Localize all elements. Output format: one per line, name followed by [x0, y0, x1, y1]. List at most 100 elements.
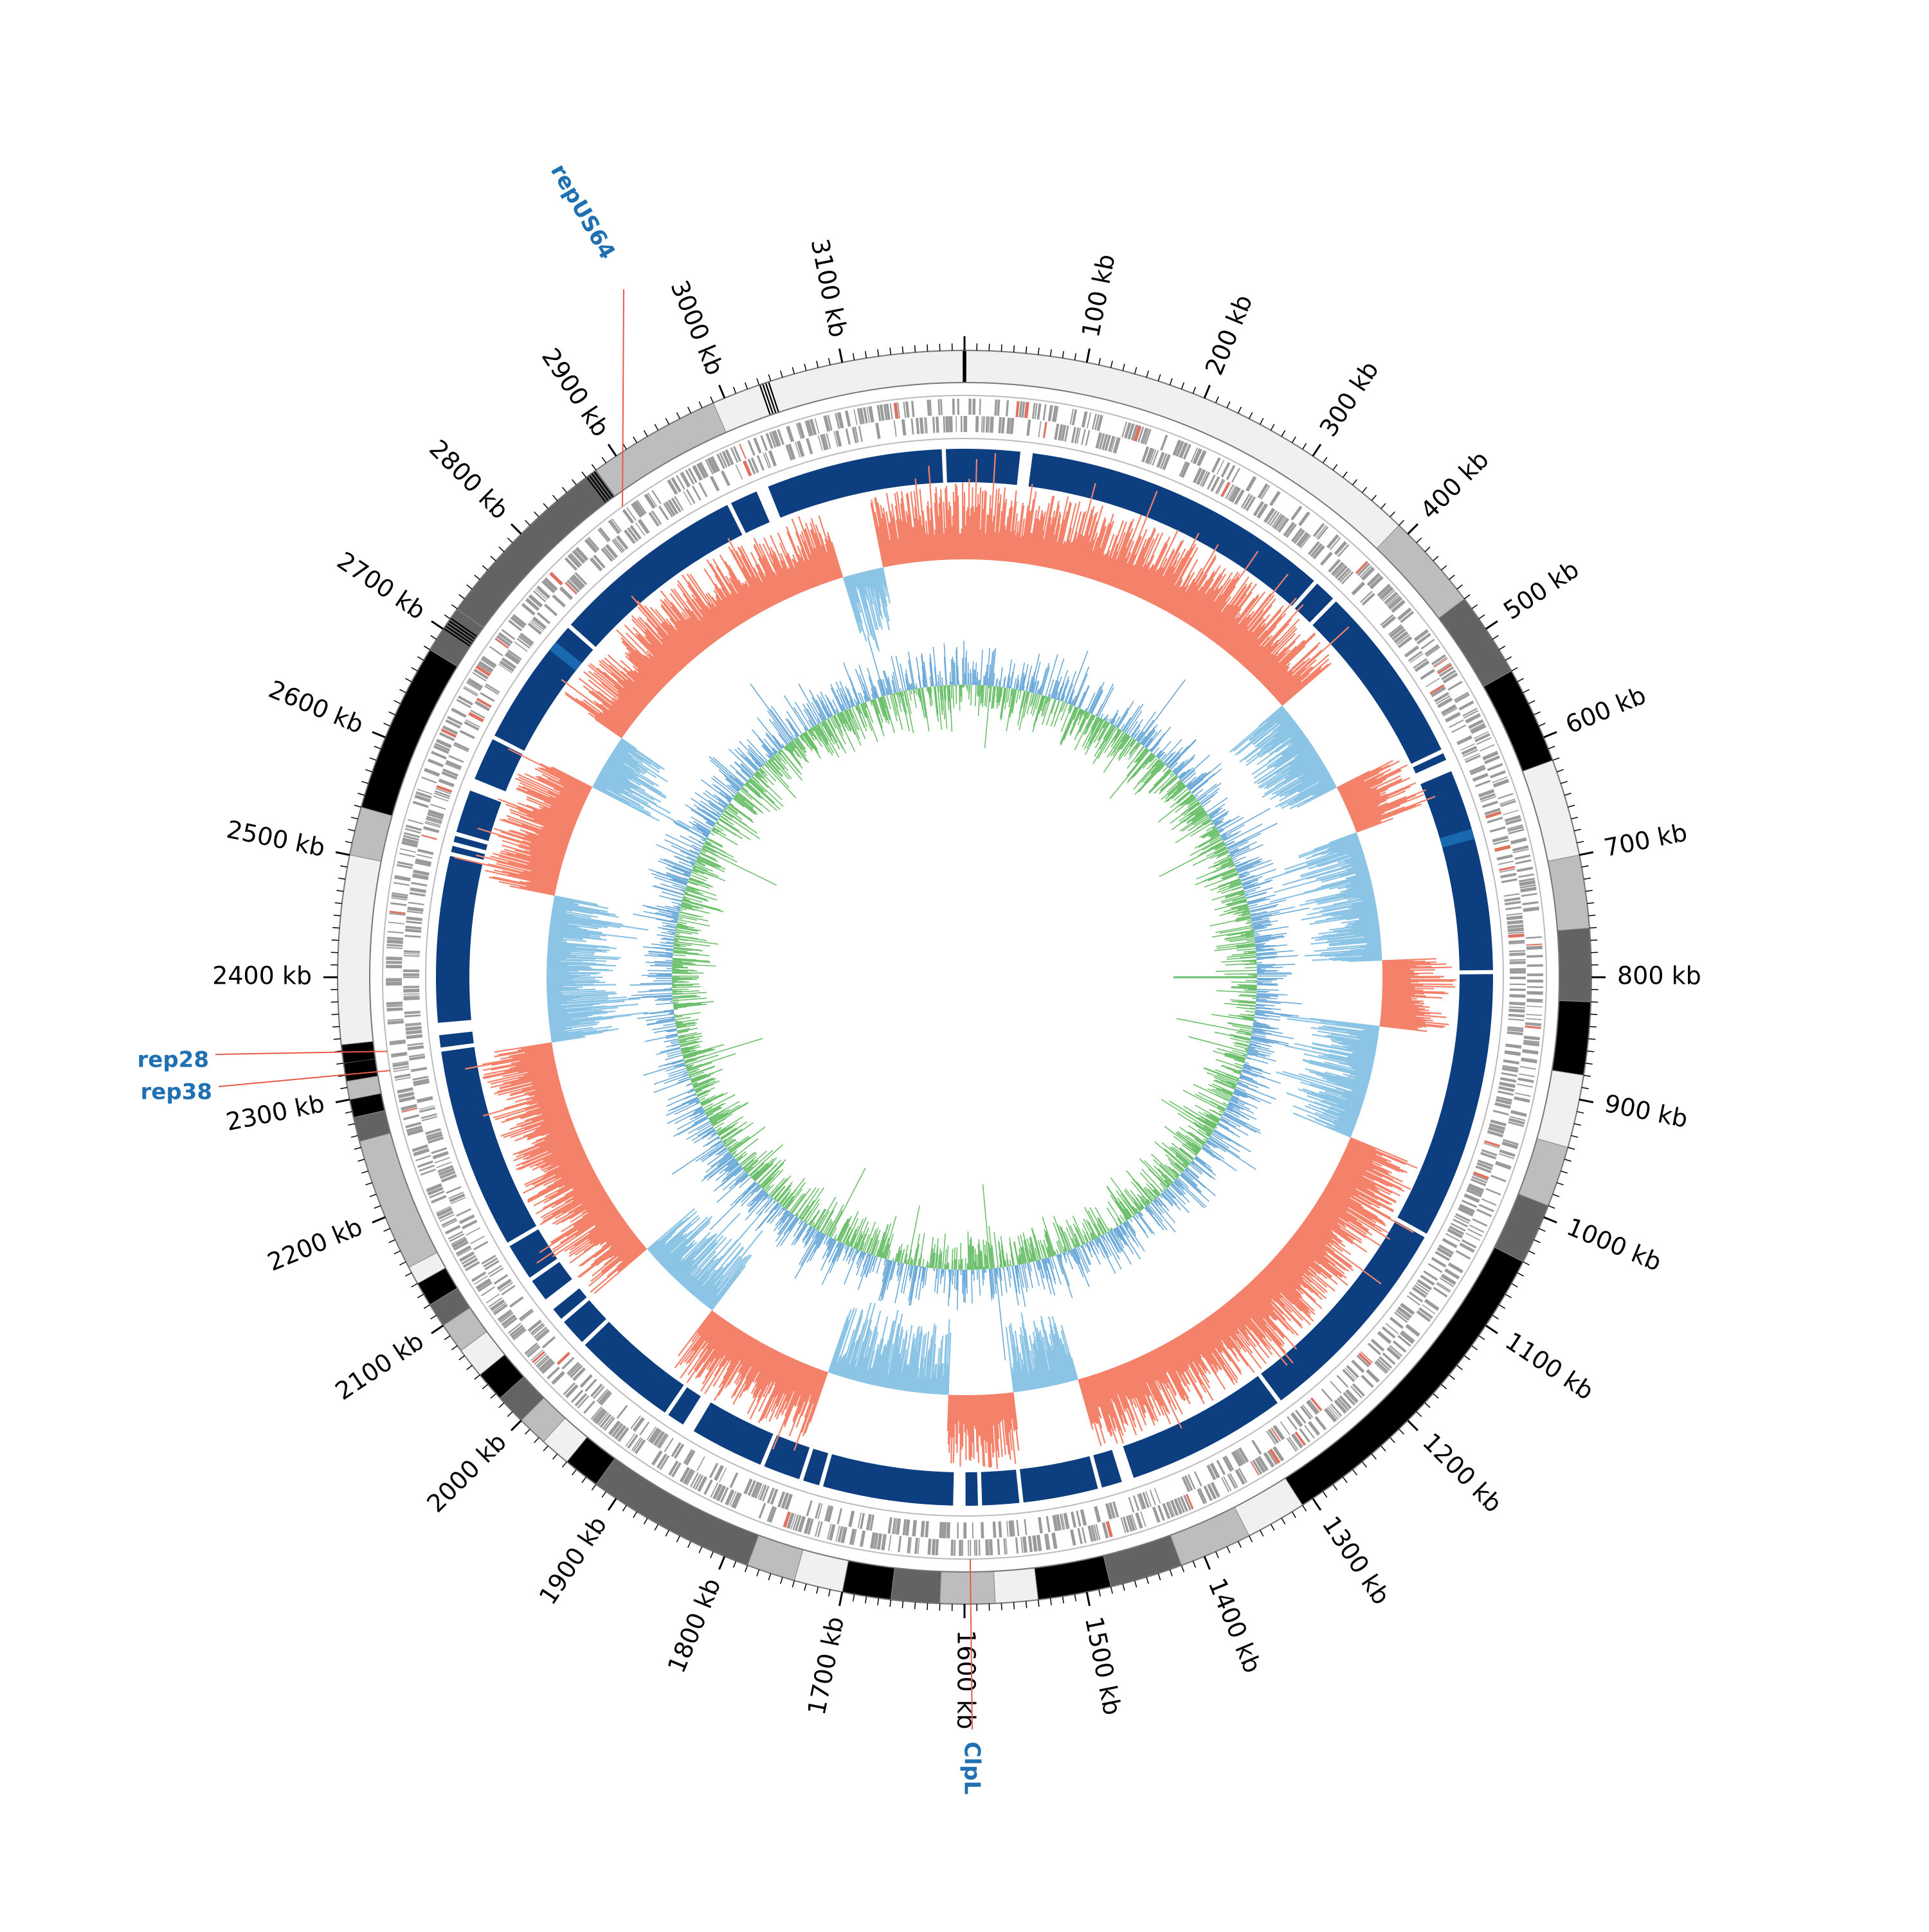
tick-200 [1204, 385, 1209, 398]
gene-1206 [955, 416, 957, 432]
tick-label-300: 300 kb [1314, 356, 1384, 442]
tick-2110 [431, 1315, 437, 1319]
tick-1220 [1390, 1438, 1395, 1443]
gene-613 [921, 1521, 925, 1537]
tick-2900 [608, 444, 616, 456]
tick-230 [1238, 407, 1241, 413]
tick-1880 [633, 1512, 637, 1517]
tick-500 [1486, 621, 1498, 629]
gene-482 [1280, 1422, 1291, 1435]
tick-490 [1479, 615, 1485, 618]
tick-2040 [482, 1384, 487, 1389]
tick-2970 [688, 407, 691, 413]
tick-3090 [829, 358, 830, 365]
gene-312 [1526, 1014, 1542, 1016]
gene-954 [423, 826, 439, 833]
tick-2290 [345, 1112, 352, 1113]
gene-455 [1336, 1375, 1348, 1387]
gene-563 [1070, 1530, 1076, 1546]
gene-300 [1510, 977, 1526, 979]
gene-934 [411, 882, 427, 887]
tick-2780 [499, 547, 504, 552]
tick-1440 [1158, 1573, 1160, 1580]
tick-1510 [1074, 1594, 1076, 1602]
tick-460 [1457, 585, 1463, 590]
gene-608 [939, 1522, 943, 1538]
gene-602 [959, 1540, 961, 1556]
tick-750 [1588, 915, 1595, 916]
gene-54 [1113, 437, 1121, 454]
gene-974 [424, 768, 440, 777]
tick-680 [1574, 829, 1581, 831]
tick-2650 [405, 678, 412, 682]
gene-264 [1517, 867, 1533, 872]
tick-label-1100: 1100 kb [1500, 1327, 1598, 1406]
tick-1390 [1216, 1551, 1218, 1558]
tick-2100 [431, 1326, 443, 1333]
gene-3 [975, 416, 979, 432]
tick-2570 [365, 770, 372, 772]
tick-label-2900: 2900 kb [536, 343, 615, 442]
tick-1930 [582, 1477, 586, 1483]
gene-25 [1037, 403, 1041, 419]
tick-2130 [417, 1294, 423, 1298]
gene-1205 [952, 399, 955, 415]
gene-1126 [735, 464, 743, 479]
tick-1830 [688, 1541, 691, 1548]
gene-963 [430, 804, 446, 810]
tick-1270 [1343, 1477, 1347, 1483]
gene-234 [1493, 779, 1509, 788]
tick-label-2700: 2700 kb [332, 546, 430, 626]
tick-1360 [1249, 1536, 1253, 1542]
gene-962 [413, 800, 429, 808]
tick-label-1500: 1500 kb [1080, 1614, 1127, 1718]
tick-1550 [1026, 1601, 1027, 1608]
tick-930 [1571, 1135, 1578, 1137]
tick-label-2100: 2100 kb [331, 1327, 429, 1406]
gene-298 [1510, 971, 1526, 974]
gene-1152 [806, 438, 813, 454]
tick-2870 [582, 472, 586, 478]
gene-309 [1526, 1006, 1543, 1007]
tick-2080 [451, 1346, 457, 1350]
band-segment-14 [1103, 1535, 1182, 1587]
tick-430 [1433, 556, 1438, 561]
gene-1113 [698, 482, 707, 497]
tick-2720 [451, 604, 457, 608]
tick-3040 [768, 374, 770, 381]
tick-2770 [491, 556, 496, 561]
gene-1134 [757, 455, 765, 471]
gene-1130 [739, 444, 747, 459]
gene-798 [471, 1272, 486, 1283]
tick-1700 [839, 1592, 842, 1606]
gene-903 [403, 973, 419, 976]
tick-450 [1449, 575, 1455, 579]
gene-725 [617, 1405, 628, 1418]
tick-470 [1464, 595, 1470, 599]
tick-2470 [336, 890, 343, 892]
tick-label-2500: 2500 kb [224, 815, 328, 862]
gene-238 [1498, 793, 1513, 799]
tick-210 [1216, 397, 1218, 403]
gene-307 [1526, 998, 1543, 1002]
tick-label-2400: 2400 kb [212, 962, 312, 990]
gene-335 [1500, 1077, 1516, 1083]
tick-2260 [354, 1148, 361, 1150]
tick-2010 [507, 1412, 512, 1417]
gene-313 [1508, 1014, 1525, 1018]
contig-3 [1312, 601, 1441, 764]
tick-2190 [384, 1229, 390, 1231]
tick-1310 [1303, 1505, 1307, 1511]
tick-2670 [417, 656, 423, 660]
tick-130 [1123, 364, 1125, 371]
tick-370 [1381, 503, 1386, 509]
tick-1230 [1381, 1446, 1386, 1451]
gene-972 [421, 777, 437, 784]
gene-1003 [463, 687, 478, 696]
tick-2750 [475, 575, 480, 579]
tick-610 [1548, 746, 1555, 749]
gene-328 [1503, 1060, 1519, 1065]
tick-650 [1564, 793, 1571, 795]
tick-3170 [927, 345, 928, 352]
gene-135 [1320, 552, 1333, 566]
